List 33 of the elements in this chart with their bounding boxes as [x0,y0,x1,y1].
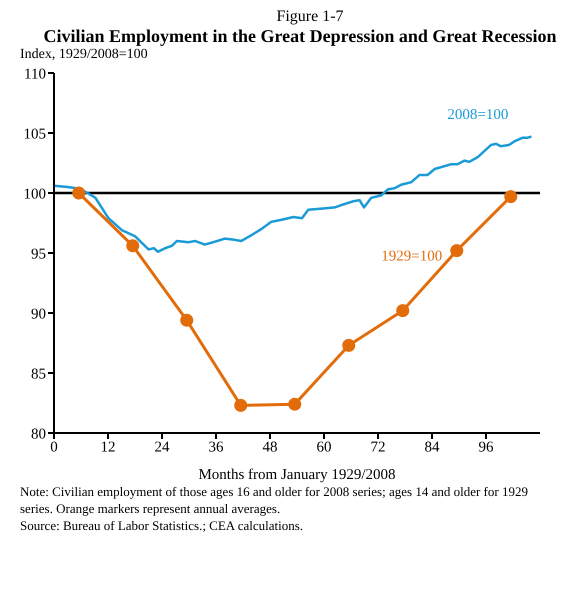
point [180,314,194,327]
x-tick-label: 96 [478,440,494,456]
point [396,304,410,318]
text: Note: Civilian employment of those ages 16 and older for 2008 series; ages 14 and older for 1929 series. Orange markers represent annual averages. [20,483,529,517]
y-tick-label: 80 [31,426,46,442]
y-tick-label: 85 [31,366,46,382]
point [126,239,140,252]
x-tick-label: 72 [370,440,386,456]
chart-title: Civilian Employment in the Great Depression and Great Recession [42,26,558,47]
x-tick-label: 48 [262,440,278,456]
point [450,244,464,258]
x-tick-label: 24 [154,440,170,456]
y-axis-title: Index, 1929/2008=100 [20,47,149,63]
x-tick-label: 0 [50,440,58,456]
chart-subtitle: Figure 1-7 [275,8,345,26]
point [342,338,356,352]
x-tick-label: 84 [424,440,440,456]
source-note: Source: Bureau of Labor Statistics.; CEA calculations. [20,517,304,534]
x-tick-label: 36 [208,440,224,456]
y-tick-label: 105 [24,126,46,142]
y-tick-label: 110 [24,66,46,82]
point [504,190,518,204]
x-axis-title: Months from January 1929/2008 [198,467,396,483]
y-tick-label: 100 [24,186,46,202]
point [72,186,86,200]
y-tick-label: 95 [31,246,46,262]
point [288,398,302,411]
series-label: 1929=100 [381,248,442,265]
y-tick-label: 90 [31,306,46,322]
x-tick-label: 60 [316,440,332,456]
point [234,398,248,412]
series-label: 2008=100 [447,107,508,123]
x-tick-label: 12 [100,440,116,456]
